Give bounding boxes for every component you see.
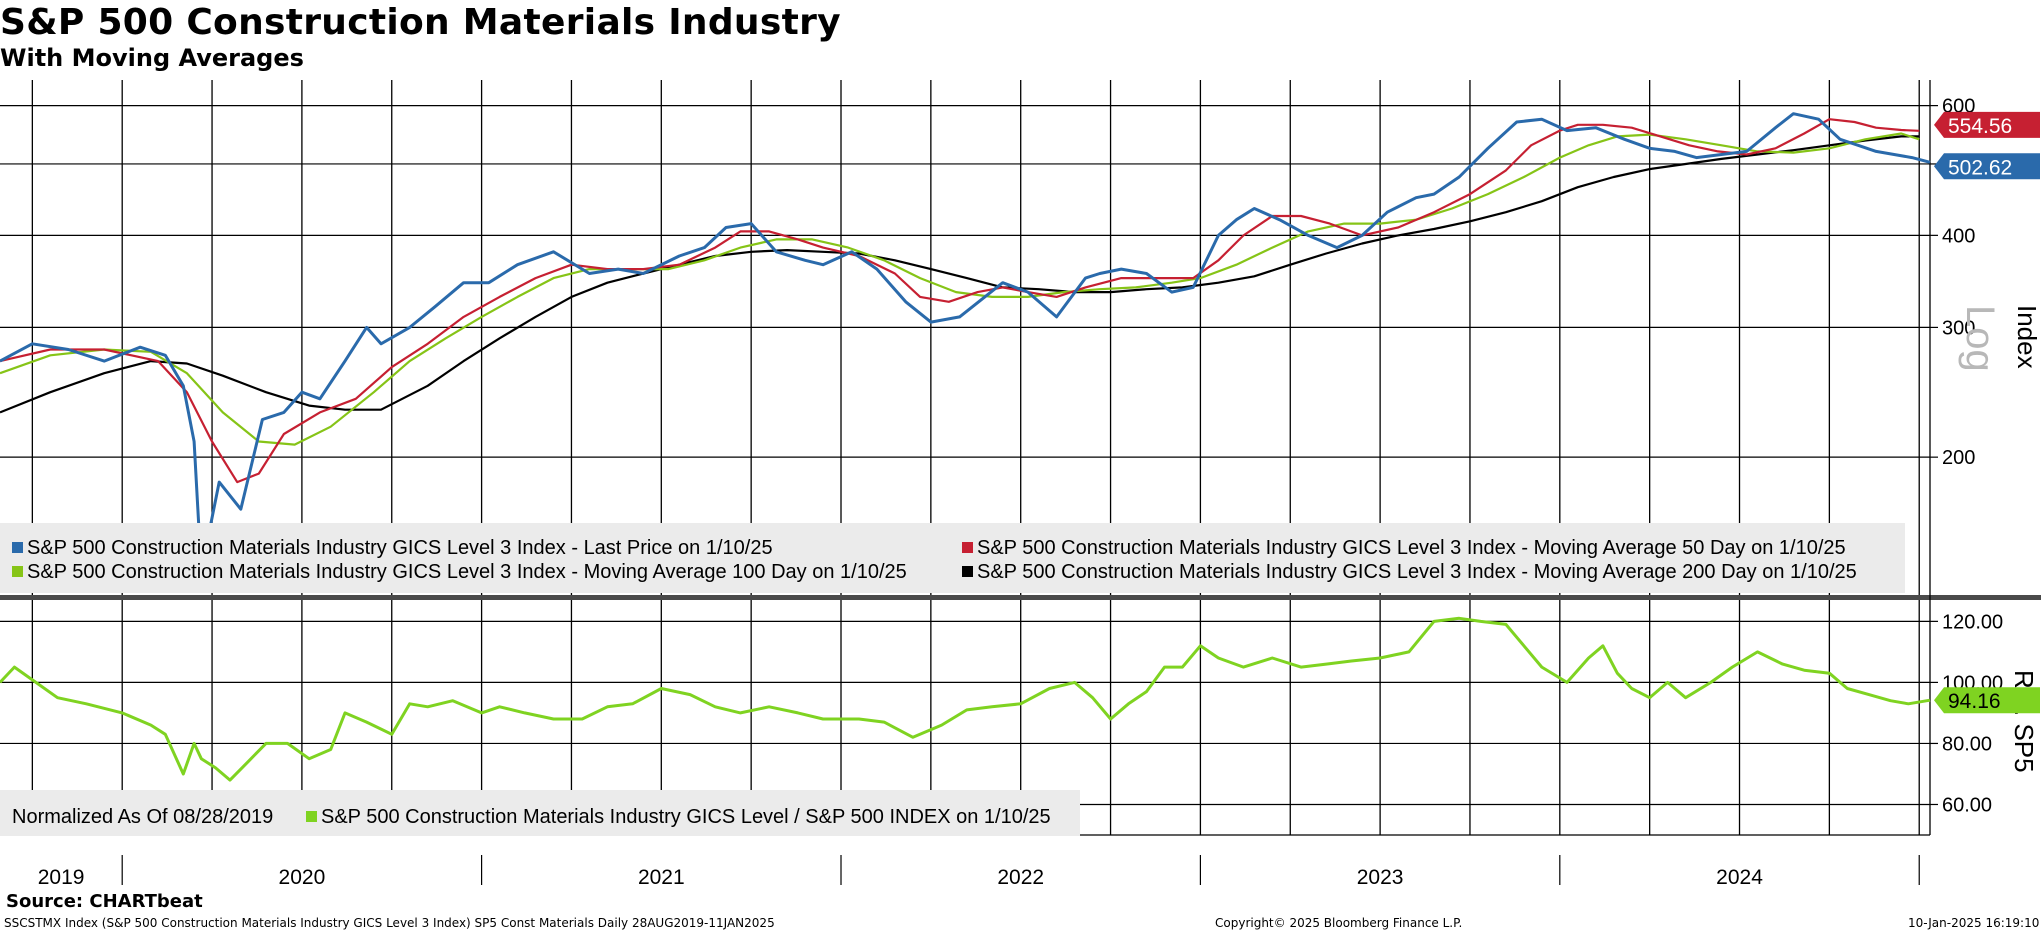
relative-panel-series: [0, 616, 1931, 782]
series-line-last-price: [0, 112, 1931, 573]
flag-relative: 94.16: [1934, 687, 2040, 714]
grid: [0, 80, 2041, 835]
x-year-label: 2020: [279, 866, 326, 889]
source-label: Source: CHARTbeat: [6, 891, 203, 912]
legend-swatch: [12, 566, 23, 577]
chart-title: S&P 500 Construction Materials Industry: [0, 2, 841, 43]
y-axes: 20030040060060.0080.00100.00120.00IndexL…: [1930, 96, 2041, 816]
legend-swatch: [962, 566, 973, 577]
panel-separator: [0, 595, 2041, 600]
flag-ma50-shape: [1934, 111, 2040, 138]
legend-box-top: [0, 523, 1905, 593]
x-year-label: 2024: [1716, 866, 1763, 889]
footer-timestamp: 10-Jan-2025 16:19:10: [1908, 916, 2040, 930]
y-axis-title-bottom: Rel. SP5: [2009, 670, 2039, 773]
x-axis: 2019 2020 2021 2022 2023 2024: [0, 834, 1930, 889]
x-year-label: 2022: [997, 866, 1044, 889]
y-tick-label-bottom: 120.00: [1942, 611, 2003, 633]
legend-swatch: [306, 811, 317, 822]
flag-ma50: 554.56: [1934, 111, 2040, 138]
x-year-label: 2021: [638, 866, 685, 889]
y-tick-label-top: 200: [1942, 447, 1975, 469]
legend-swatch: [962, 542, 973, 553]
legend-label: S&P 500 Construction Materials Industry …: [27, 561, 907, 583]
legends: S&P 500 Construction Materials Industry …: [0, 523, 1905, 836]
flag-ma50-text: 554.56: [1948, 115, 2012, 138]
legend-label: S&P 500 Construction Materials Industry …: [321, 806, 1051, 828]
legend-label: S&P 500 Construction Materials Industry …: [977, 537, 1846, 559]
relative-series-line: [0, 616, 1931, 782]
legend-swatch: [12, 542, 23, 553]
price-panel-series: [0, 112, 1931, 573]
y-tick-label-top: 300: [1942, 317, 1975, 339]
x-year-label: 2019: [38, 866, 85, 889]
flag-relative-shape: [1934, 687, 2040, 714]
series-line-moving-average-200-day: [0, 135, 1920, 414]
chart-subtitle: With Moving Averages: [0, 44, 304, 72]
legend-label: S&P 500 Construction Materials Industry …: [977, 561, 1857, 583]
scale-label: Log: [1958, 305, 2002, 372]
footer-copyright: Copyright© 2025 Bloomberg Finance L.P.: [1215, 916, 1463, 930]
flag-last-price: 502.62: [1934, 153, 2040, 180]
footer-description: SSCSTMX Index (S&P 500 Construction Mate…: [4, 916, 775, 930]
flag-last-price-text: 502.62: [1948, 156, 2012, 179]
legend-box-bottom: [0, 790, 1080, 836]
legend-normalized-note: Normalized As Of 08/28/2019: [12, 806, 273, 828]
flag-last-price-shape: [1934, 153, 2040, 180]
series-line-moving-average-100-day: [0, 132, 1920, 446]
x-year-label: 2023: [1357, 866, 1404, 889]
legend-label: S&P 500 Construction Materials Industry …: [27, 537, 773, 559]
y-tick-label-top: 400: [1942, 225, 1975, 247]
y-tick-label-bottom: 60.00: [1942, 794, 1992, 816]
flag-relative-text: 94.16: [1948, 690, 2001, 713]
y-axis-title-top: Index: [2012, 305, 2041, 369]
y-tick-label-bottom: 80.00: [1942, 733, 1992, 755]
